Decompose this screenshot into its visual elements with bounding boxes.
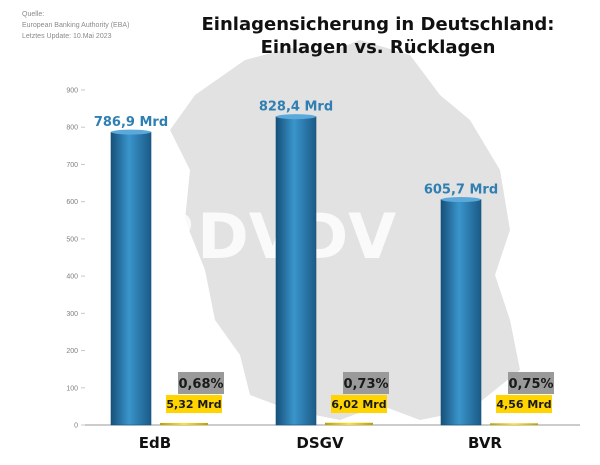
ratio-label-box [508, 372, 554, 394]
y-tick-label: 0 [74, 423, 78, 430]
reserve-value-label: 6,02 Mrd [331, 398, 386, 411]
y-tick-label: 400 [66, 274, 78, 281]
reserve-label-box [166, 395, 222, 413]
ratio-label-box [178, 372, 224, 394]
deposit-value-label: 786,9 Mrd [94, 115, 168, 130]
y-tick-label: 900 [66, 88, 78, 95]
deposit-bar [110, 131, 152, 426]
y-tick-label: 700 [66, 162, 78, 169]
y-tick-label: 800 [66, 125, 78, 132]
ratio-label: 0,75% [508, 377, 553, 392]
reserve-value-label: 4,56 Mrd [496, 398, 551, 411]
x-category-label: BVR [468, 434, 502, 452]
reserve-bar [490, 423, 538, 425]
chart-title: Einlagensicherung in Deutschland: [202, 14, 555, 35]
bars [110, 114, 538, 426]
deposit-value-label: 605,7 Mrd [424, 183, 498, 198]
reserve-bar [325, 422, 373, 425]
source-label: Quelle: [22, 11, 44, 18]
chart-subtitle: Einlagen vs. Rücklagen [261, 37, 496, 58]
reserve-value-label: 5,32 Mrd [166, 398, 221, 411]
deposit-bar [275, 116, 317, 426]
reserve-bar [160, 423, 208, 425]
deposit-bar-cap [111, 129, 151, 135]
deposit-bar [440, 199, 482, 426]
ratio-label: 0,73% [343, 377, 388, 392]
x-category-label: DSGV [296, 434, 344, 452]
watermark: BDVDV [150, 200, 396, 273]
y-tick-label: 500 [66, 236, 78, 243]
ratio-label-box [343, 372, 389, 394]
reserve-label-box [331, 395, 387, 413]
y-axis: 0 100 200 300 400 500 600 700 800 900 [66, 88, 85, 430]
x-category-label: EdB [139, 434, 171, 452]
reserve-label-box [496, 395, 552, 413]
x-axis: EdB DSGV BVR [139, 434, 503, 452]
y-tick-label: 200 [66, 348, 78, 355]
deposit-value-label: 828,4 Mrd [259, 100, 333, 115]
ratio-label: 0,68% [178, 377, 223, 392]
source-update: Letztes Update: 10.Mai 2023 [22, 33, 112, 40]
y-tick-label: 100 [66, 385, 78, 392]
germany-map-shape [170, 40, 520, 420]
data-labels: 786,9 Mrd 5,32 Mrd 0,68% 828,4 Mrd 6,02 Mrd 0… [94, 100, 554, 413]
y-tick-label: 300 [66, 311, 78, 318]
y-tick-label: 600 [66, 199, 78, 206]
deposit-bar-cap [276, 114, 316, 120]
source-authority: European Banking Authority (EBA) [22, 22, 129, 29]
watermark-text: BDVDV [150, 200, 396, 273]
deposit-bar-cap [441, 197, 481, 203]
